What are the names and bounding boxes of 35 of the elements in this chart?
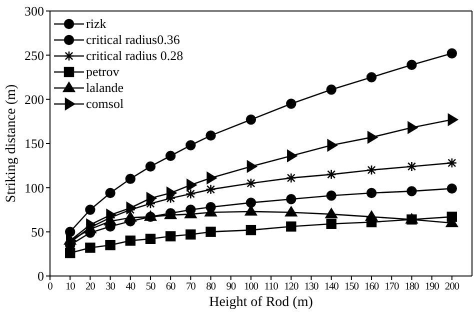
x-tick-label: 190 (424, 281, 440, 292)
legend-label: rizk (86, 16, 106, 32)
x-tick-label: 40 (126, 281, 136, 292)
x-tick-label: 170 (384, 281, 399, 292)
x-tick-label: 0 (48, 281, 53, 292)
legend-label: comsol (86, 96, 124, 112)
legend-label: lalande (86, 80, 124, 96)
legend-label: critical radius0.36 (86, 32, 180, 48)
x-tick-label: 110 (264, 281, 278, 292)
x-tick-label: 130 (304, 281, 319, 292)
y-tick-label: 200 (24, 92, 44, 107)
x-tick-label: 80 (206, 281, 216, 292)
x-tick-label: 140 (324, 281, 339, 292)
x-tick-label: 120 (284, 281, 298, 292)
x-tick-label: 180 (404, 281, 420, 292)
y-tick-label: 100 (24, 180, 44, 196)
y-tick-label: 250 (24, 48, 44, 63)
x-tick-label: 90 (226, 281, 236, 292)
x-tick-label: 60 (166, 281, 176, 292)
x-tick-label: 200 (444, 281, 460, 292)
y-tick-label: 50 (31, 224, 44, 240)
x-tick-label: 50 (146, 281, 156, 292)
x-tick-label: 20 (86, 281, 96, 292)
legend-label: petrov (86, 64, 120, 80)
x-tick-label: 150 (344, 281, 359, 292)
y-tick-label: 300 (24, 4, 44, 19)
legend-label: critical radius 0.28 (86, 48, 184, 64)
y-axis-title: Striking distance (m) (4, 84, 19, 203)
x-tick-label: 10 (65, 281, 76, 292)
x-axis-title: Height of Rod (m) (209, 295, 314, 310)
x-tick-label: 30 (106, 281, 116, 292)
x-tick-label: 100 (244, 281, 258, 292)
y-tick-label: 150 (24, 136, 44, 152)
x-tick-label: 160 (364, 281, 379, 292)
x-tick-label: 70 (186, 281, 196, 292)
